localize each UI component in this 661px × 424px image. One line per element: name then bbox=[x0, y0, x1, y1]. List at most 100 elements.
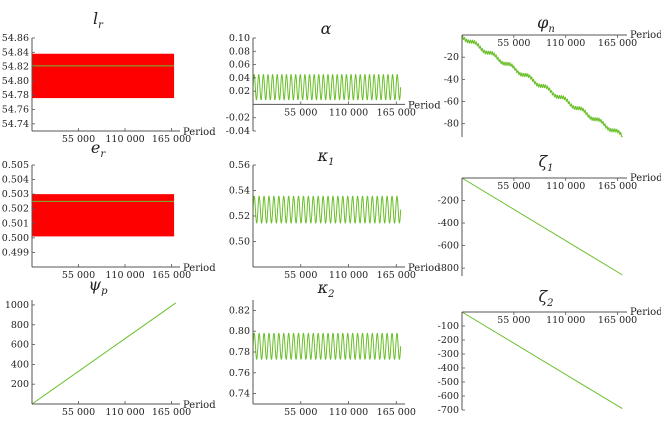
x-axis-label: Period bbox=[408, 263, 441, 274]
chart-title-subscript: r bbox=[100, 149, 106, 160]
y-tick-label: 54.76 bbox=[2, 105, 29, 116]
x-tick-label: 165 000 bbox=[377, 407, 416, 418]
x-tick-label: 55 000 bbox=[62, 134, 95, 145]
y-tick-label: -700 bbox=[438, 405, 459, 416]
y-tick-label: 0.80 bbox=[229, 326, 250, 337]
chart-panel-1: lr 54.74 54.76 54.78 54.80 54.82 54.84 54.86 55 … bbox=[2, 9, 216, 145]
y-tick-label: 600 bbox=[11, 340, 29, 351]
y-tick-label: 0.82 bbox=[229, 305, 250, 316]
y-tick-label: 0.04 bbox=[229, 73, 250, 84]
chart-title: ζ2 bbox=[538, 287, 553, 309]
y-tick-label: 0.02 bbox=[229, 86, 250, 97]
chart-title: ζ1 bbox=[538, 152, 553, 174]
x-tick-label: 165 000 bbox=[598, 181, 637, 192]
x-axis-label: Period bbox=[630, 30, 661, 41]
series-band bbox=[32, 194, 175, 237]
series-line bbox=[252, 332, 402, 360]
x-tick-label: 110 000 bbox=[329, 407, 368, 418]
y-tick-label: 0.06 bbox=[229, 60, 250, 71]
y-tick-label: -80 bbox=[444, 119, 459, 130]
chart-title-subscript: 2 bbox=[327, 289, 334, 300]
series-line bbox=[252, 195, 402, 224]
x-tick-label: 165 000 bbox=[377, 107, 416, 118]
chart-title-subscript: 1 bbox=[328, 157, 334, 168]
x-tick-label: 165 000 bbox=[152, 270, 191, 281]
chart-title: φn bbox=[537, 13, 555, 35]
x-axis-label: Period bbox=[183, 263, 216, 274]
x-tick-label: 110 000 bbox=[546, 181, 585, 192]
y-tick-label: 0.56 bbox=[229, 160, 250, 171]
y-tick-label: 0.502 bbox=[2, 204, 29, 215]
y-tick-label: 0.52 bbox=[229, 211, 250, 222]
y-tick-label: -400 bbox=[438, 218, 459, 229]
chart-panel-5: κ1 0.50 0.52 0.54 0.56 55 000 110 000 165 000Pe… bbox=[229, 146, 441, 281]
x-tick-label: 55 000 bbox=[497, 315, 530, 326]
y-tick-label: 0.500 bbox=[2, 233, 29, 244]
y-tick-label: 54.80 bbox=[2, 76, 29, 87]
x-tick-label: 110 000 bbox=[546, 38, 585, 49]
y-tick-label: -0.04 bbox=[226, 126, 250, 137]
x-tick-label: 110 000 bbox=[105, 270, 144, 281]
y-tick-label: -800 bbox=[438, 263, 459, 274]
series-line bbox=[461, 177, 623, 276]
y-tick-label: 0.08 bbox=[229, 46, 250, 57]
chart-panel-4: er 0.499 0.500 0.501 0.502 0.503 0.504 0.505 55 … bbox=[2, 138, 216, 281]
y-tick-label: -20 bbox=[444, 52, 459, 63]
chart-title-subscript: r bbox=[98, 20, 104, 31]
y-tick-label: 0.10 bbox=[229, 33, 250, 44]
x-tick-label: 165 000 bbox=[377, 270, 416, 281]
x-tick-label: 110 000 bbox=[546, 315, 585, 326]
series-band bbox=[32, 53, 175, 99]
chart-title: ψp bbox=[89, 275, 109, 297]
series-line bbox=[31, 302, 177, 405]
y-tick-label: -600 bbox=[438, 241, 459, 252]
x-axis-label: Period bbox=[630, 173, 661, 184]
chart-title-symbol: α bbox=[321, 19, 332, 38]
y-tick-label: 0.50 bbox=[229, 237, 250, 248]
x-tick-label: 165 000 bbox=[152, 407, 191, 418]
chart-title-symbol: e bbox=[91, 138, 100, 157]
chart-title: lr bbox=[93, 9, 104, 31]
chart-title-subscript: 2 bbox=[546, 298, 553, 309]
x-axis-label: Period bbox=[183, 127, 216, 138]
y-tick-label: -300 bbox=[438, 349, 459, 360]
chart-panel-2: α -0.04 -0.02 0.02 0.04 0.06 0.08 0.10 55 000 110… bbox=[226, 19, 442, 137]
x-tick-label: 55 000 bbox=[284, 270, 317, 281]
series-line bbox=[252, 74, 402, 101]
y-tick-label: 54.82 bbox=[2, 62, 29, 73]
chart-title-subscript: n bbox=[548, 24, 554, 35]
x-tick-label: 55 000 bbox=[62, 407, 95, 418]
y-tick-label: -0.02 bbox=[226, 113, 250, 124]
y-tick-label: 800 bbox=[11, 320, 29, 331]
y-tick-label: 54.84 bbox=[2, 47, 29, 58]
y-tick-label: 0.505 bbox=[2, 160, 29, 171]
series-line bbox=[461, 34, 623, 138]
y-tick-label: 0.78 bbox=[229, 347, 250, 358]
x-tick-label: 110 000 bbox=[329, 270, 368, 281]
chart-panel-6: ζ1 -200 -400 -600 -800 55 000 110 000 165 000Pe… bbox=[438, 152, 661, 276]
y-tick-label: 0.503 bbox=[2, 189, 29, 200]
y-tick-label: 1000 bbox=[5, 300, 29, 311]
chart-title-symbol: ζ bbox=[538, 152, 548, 171]
y-tick-label: 0.74 bbox=[229, 389, 250, 400]
y-tick-label: -100 bbox=[438, 321, 459, 332]
x-axis-label: Period bbox=[408, 100, 441, 111]
chart-title: α bbox=[321, 19, 332, 38]
y-tick-label: -60 bbox=[444, 97, 459, 108]
x-axis-label: Period bbox=[630, 307, 661, 318]
chart-panel-7: ψp 200 400 600 800 1000 55 000 110 000 165 000Pe… bbox=[5, 275, 216, 418]
y-tick-label: 400 bbox=[11, 359, 29, 370]
chart-title-subscript: p bbox=[101, 286, 108, 297]
x-tick-label: 165 000 bbox=[152, 134, 191, 145]
y-tick-label: 200 bbox=[11, 379, 29, 390]
y-tick-label: -40 bbox=[444, 74, 459, 85]
y-tick-label: 0.499 bbox=[2, 247, 29, 258]
x-tick-label: 110 000 bbox=[329, 107, 368, 118]
y-tick-label: 54.78 bbox=[2, 90, 29, 101]
y-tick-label: 54.74 bbox=[2, 119, 29, 130]
chart-title: κ2 bbox=[317, 278, 335, 300]
y-tick-label: -200 bbox=[438, 335, 459, 346]
y-tick-label: 0.54 bbox=[229, 186, 250, 197]
x-tick-label: 55 000 bbox=[284, 107, 317, 118]
